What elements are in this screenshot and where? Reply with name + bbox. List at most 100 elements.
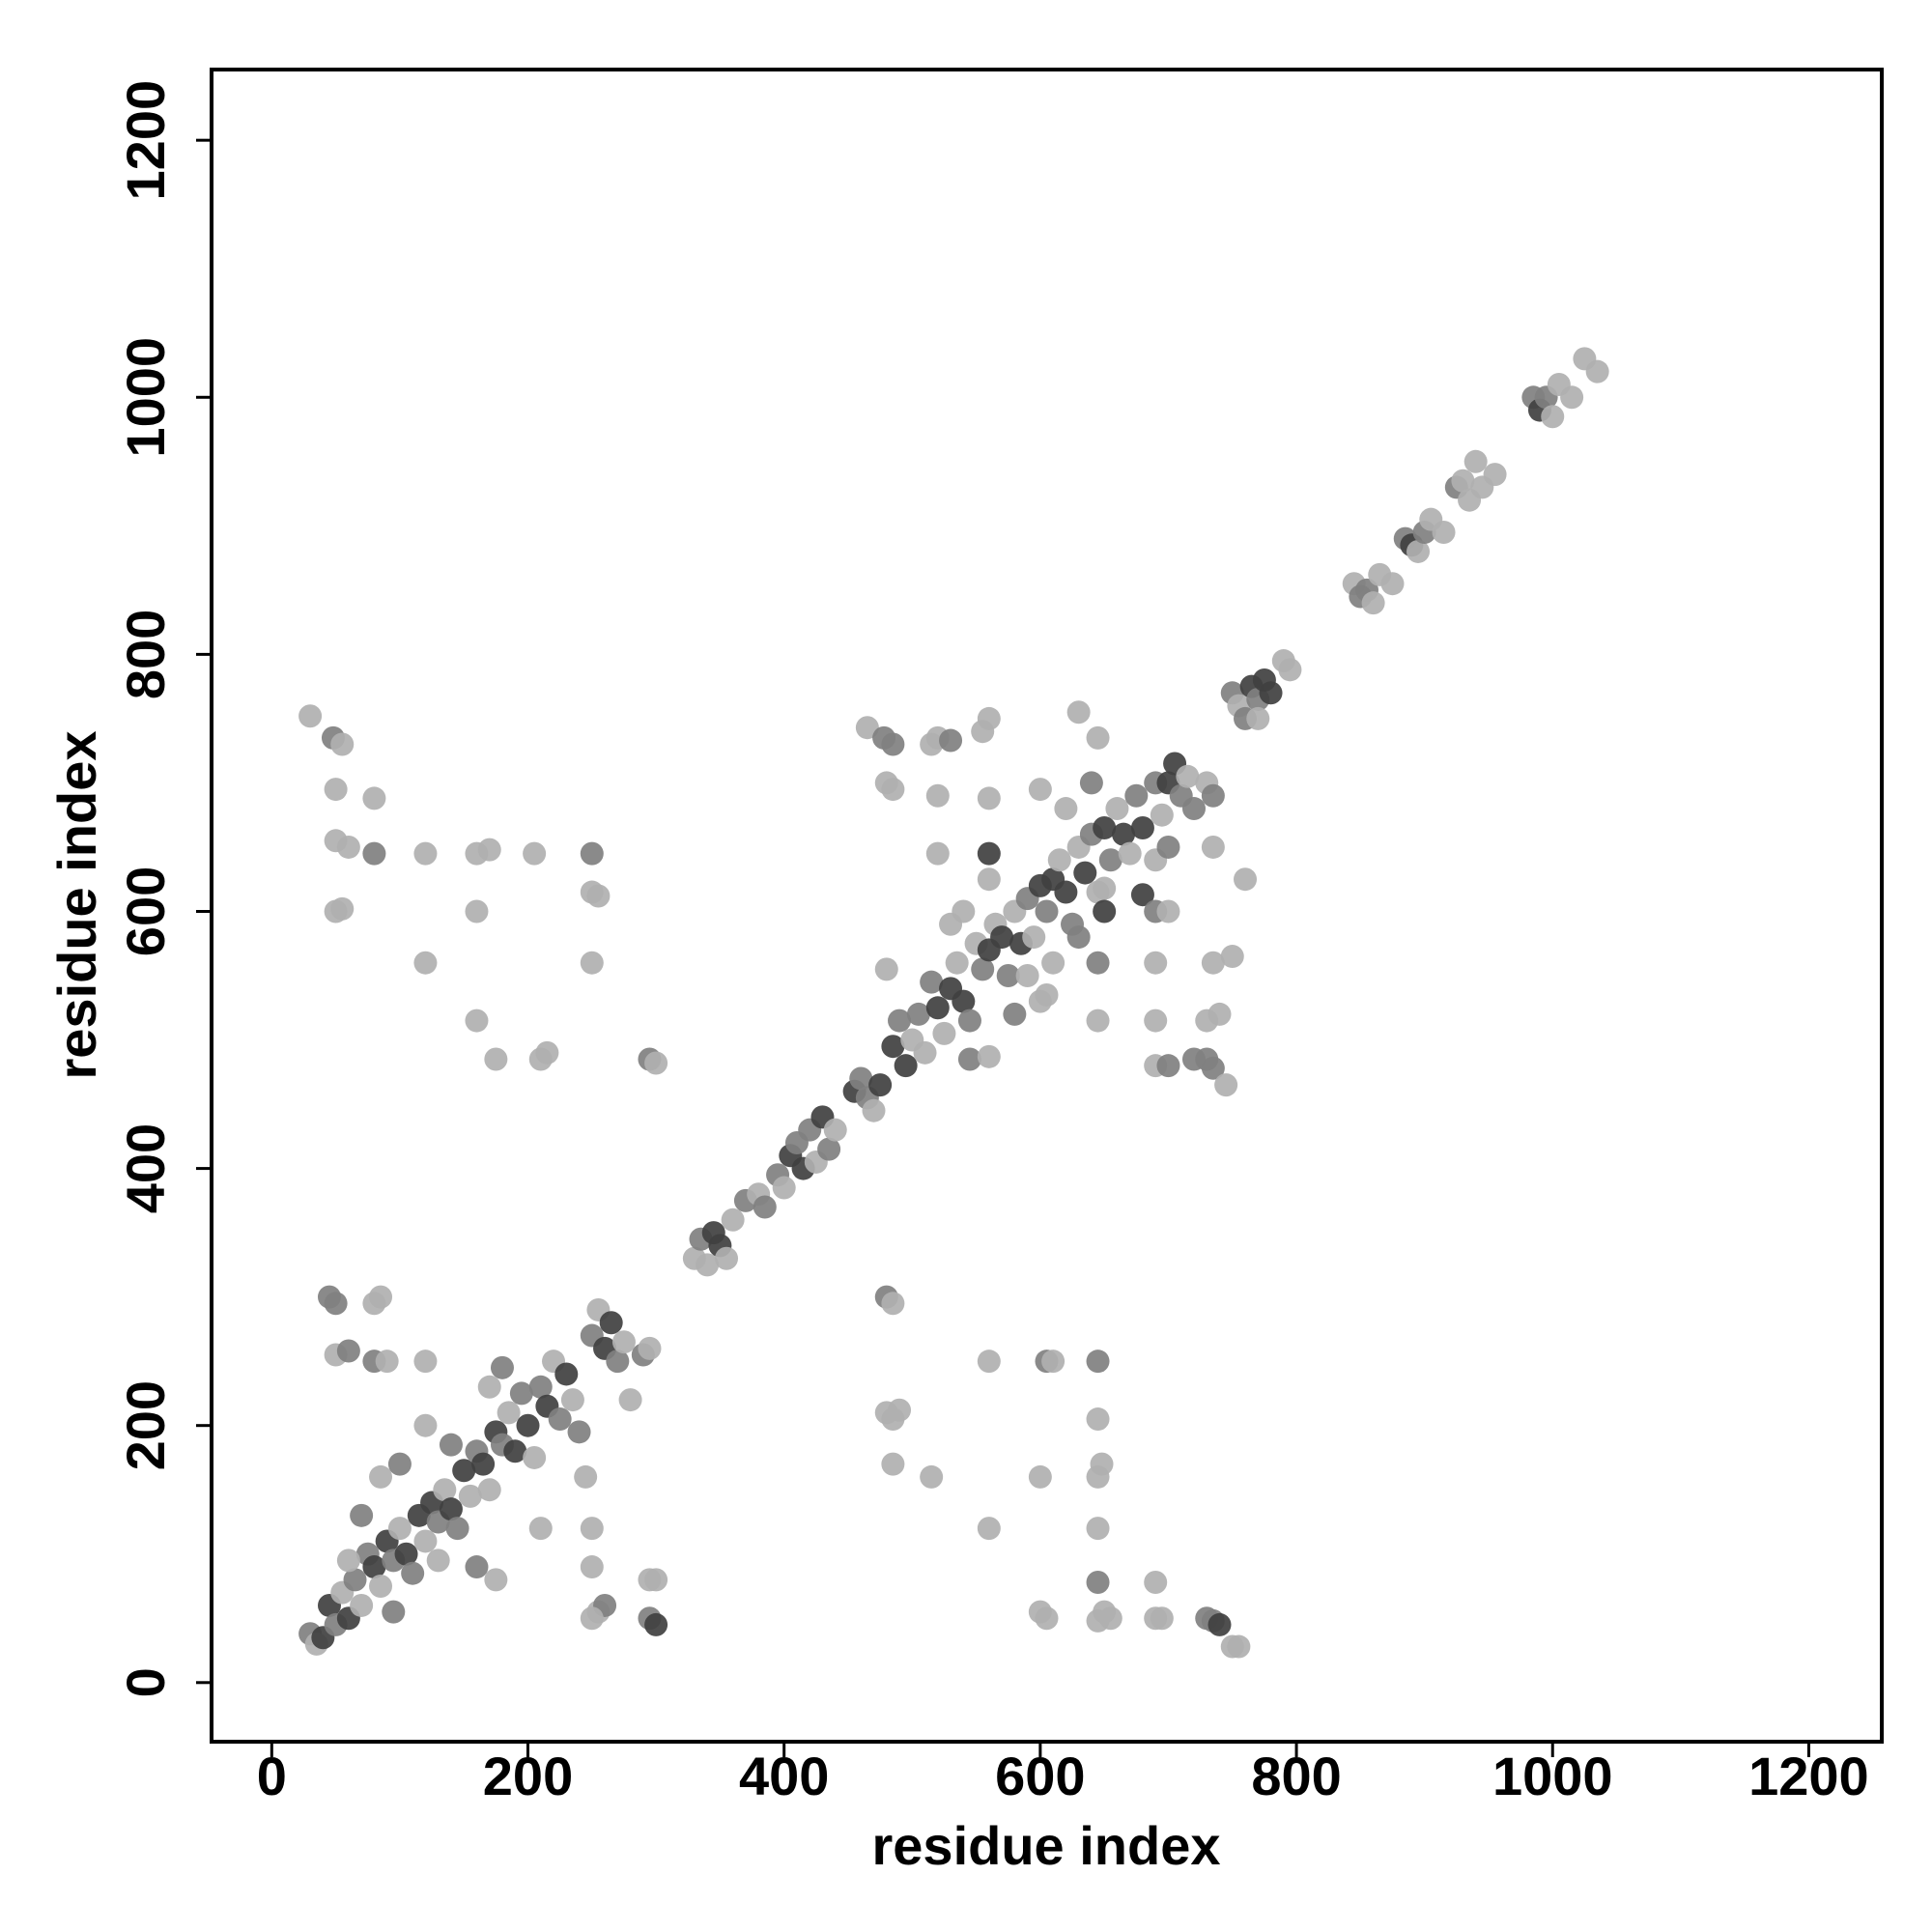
point xyxy=(1585,359,1609,384)
point xyxy=(977,786,1001,810)
y-tick-label: 800 xyxy=(115,610,176,699)
point xyxy=(528,1517,553,1541)
point xyxy=(1054,880,1078,904)
point xyxy=(957,1009,981,1033)
point xyxy=(336,1548,360,1573)
point xyxy=(990,925,1014,950)
point xyxy=(1150,803,1174,827)
point xyxy=(1278,658,1302,682)
point xyxy=(324,778,348,802)
point xyxy=(1035,1606,1059,1631)
point xyxy=(1079,771,1103,795)
point xyxy=(1124,783,1149,808)
point xyxy=(977,1044,1001,1068)
point xyxy=(1054,797,1078,821)
point xyxy=(369,1575,393,1599)
point xyxy=(471,1452,496,1476)
point xyxy=(458,1484,482,1508)
point xyxy=(1112,822,1136,846)
y-tick-label: 400 xyxy=(115,1123,176,1213)
y-tick-label: 600 xyxy=(115,867,176,956)
point xyxy=(369,1464,393,1489)
point xyxy=(586,884,611,908)
x-axis-label: residue index xyxy=(871,1815,1220,1876)
point xyxy=(644,1568,668,1592)
point xyxy=(465,1009,489,1033)
point xyxy=(952,899,976,923)
point xyxy=(1176,764,1200,788)
point xyxy=(1028,1464,1052,1489)
point xyxy=(382,1600,406,1624)
plot-frame xyxy=(210,68,1884,1744)
point xyxy=(1541,405,1565,429)
point xyxy=(996,964,1020,988)
point xyxy=(477,1478,501,1502)
point xyxy=(336,835,360,859)
point xyxy=(362,1555,386,1579)
point xyxy=(387,1517,412,1541)
point xyxy=(1201,783,1225,808)
point xyxy=(580,1517,604,1541)
point xyxy=(939,728,963,753)
point xyxy=(1093,876,1117,900)
point xyxy=(611,1330,636,1354)
point xyxy=(535,1040,559,1065)
point xyxy=(881,1452,905,1476)
point xyxy=(1003,1002,1027,1026)
point xyxy=(439,1497,463,1521)
point xyxy=(1361,591,1385,615)
point xyxy=(1201,951,1225,975)
point xyxy=(1144,1571,1168,1595)
point xyxy=(952,989,976,1013)
point xyxy=(1144,951,1168,975)
x-tick-label: 400 xyxy=(739,1746,829,1806)
point xyxy=(696,1253,720,1277)
point xyxy=(920,970,944,994)
point xyxy=(1130,816,1154,840)
point xyxy=(516,1413,540,1437)
point xyxy=(977,1350,1001,1374)
point xyxy=(330,896,355,921)
point xyxy=(721,1208,745,1232)
point xyxy=(1086,951,1110,975)
point xyxy=(1035,899,1059,923)
point xyxy=(350,1503,374,1527)
point xyxy=(925,783,950,808)
point xyxy=(945,951,969,975)
x-tick-label: 600 xyxy=(995,1746,1085,1806)
point xyxy=(977,1517,1001,1541)
point xyxy=(445,1517,469,1541)
point xyxy=(580,841,604,866)
point xyxy=(1201,1056,1225,1080)
point xyxy=(881,778,905,802)
point xyxy=(484,1047,508,1071)
point xyxy=(1086,1571,1110,1595)
point xyxy=(971,957,995,981)
point xyxy=(606,1350,630,1374)
point xyxy=(580,951,604,975)
point xyxy=(1380,572,1405,596)
point xyxy=(1156,899,1180,923)
point xyxy=(343,1568,367,1592)
point xyxy=(849,1066,873,1091)
point xyxy=(362,786,386,810)
point xyxy=(932,1021,956,1045)
point xyxy=(823,1118,847,1142)
point xyxy=(1086,1407,1110,1432)
point xyxy=(1093,816,1117,840)
point xyxy=(560,1388,584,1412)
point xyxy=(401,1561,425,1585)
point xyxy=(1463,449,1488,473)
point xyxy=(957,1047,981,1071)
point xyxy=(350,1593,374,1617)
point xyxy=(1208,1612,1232,1636)
point xyxy=(465,1555,489,1579)
point xyxy=(1130,883,1154,907)
point xyxy=(1028,778,1052,802)
point xyxy=(1451,469,1475,493)
point xyxy=(1022,925,1046,950)
point xyxy=(580,1606,604,1631)
point xyxy=(1234,867,1258,892)
point xyxy=(1035,982,1059,1007)
